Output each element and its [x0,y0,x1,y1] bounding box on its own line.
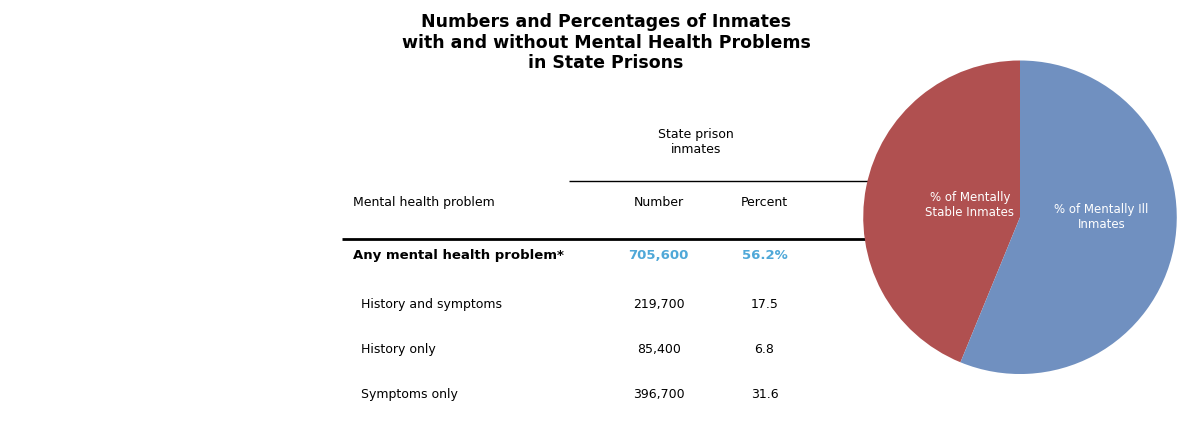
Text: Mental health problem: Mental health problem [353,196,494,209]
Text: 17.5: 17.5 [750,298,779,311]
Text: 705,600: 705,600 [629,249,689,262]
Text: Number: Number [634,196,684,209]
Text: Numbers and Percentages of Inmates
with and without Mental Health Problems
in St: Numbers and Percentages of Inmates with … [402,13,810,72]
Text: Any mental health problem*: Any mental health problem* [353,249,564,262]
Text: 6.8: 6.8 [755,343,774,356]
Text: History and symptoms: History and symptoms [353,298,502,311]
Text: % of Mentally
Stable Inmates: % of Mentally Stable Inmates [925,191,1014,219]
Text: Symptoms only: Symptoms only [353,388,457,401]
Text: 219,700: 219,700 [632,298,685,311]
Wedge shape [863,60,1020,362]
Text: 85,400: 85,400 [637,343,680,356]
Text: 56.2%: 56.2% [742,249,787,262]
Text: Percent: Percent [740,196,788,209]
Text: History only: History only [353,343,436,356]
Text: 396,700: 396,700 [632,388,685,401]
Text: % of Mentally Ill
Inmates: % of Mentally Ill Inmates [1055,203,1148,231]
Text: 31.6: 31.6 [750,388,779,401]
Wedge shape [960,60,1177,374]
Text: State prison
inmates: State prison inmates [658,128,733,156]
